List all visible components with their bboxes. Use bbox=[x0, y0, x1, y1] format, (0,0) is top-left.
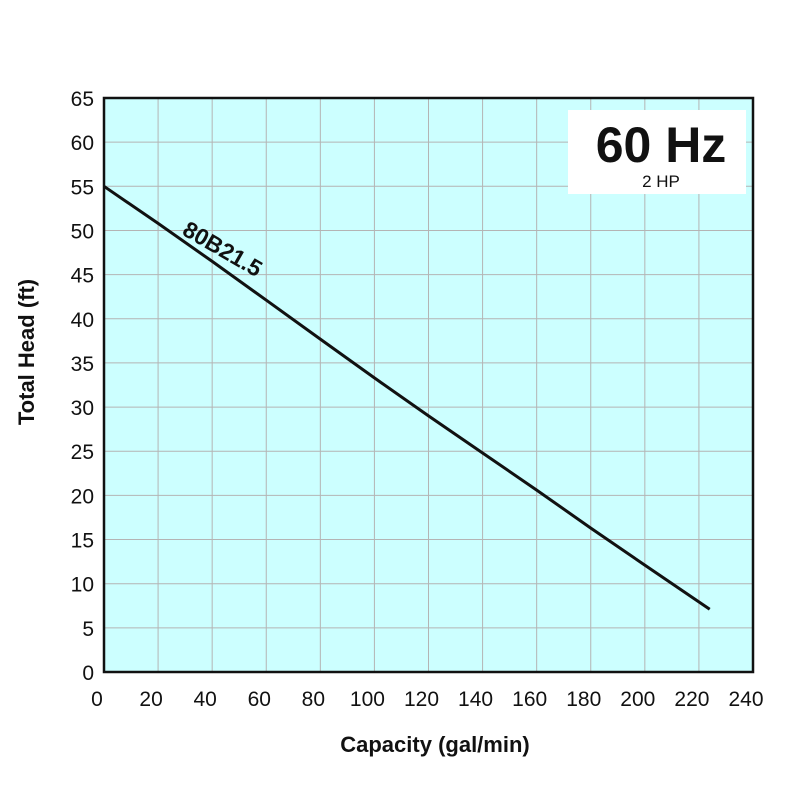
x-tick-label: 120 bbox=[404, 688, 439, 711]
x-tick-label: 160 bbox=[512, 688, 547, 711]
x-tick-label: 20 bbox=[139, 688, 162, 711]
x-tick-label: 200 bbox=[620, 688, 655, 711]
x-tick-labels: 0 20 40 60 80 100 120 140 160 180 200 220 240 bbox=[91, 688, 763, 711]
y-tick-label: 35 bbox=[71, 353, 94, 376]
frequency-label: 60 Hz bbox=[596, 117, 727, 173]
y-tick-label: 50 bbox=[71, 220, 94, 243]
x-tick-label: 140 bbox=[458, 688, 493, 711]
y-tick-label: 15 bbox=[71, 530, 94, 553]
y-tick-label: 60 bbox=[71, 132, 94, 155]
y-tick-label: 65 bbox=[71, 88, 94, 111]
power-label: 2 HP bbox=[642, 172, 680, 191]
x-tick-label: 40 bbox=[193, 688, 216, 711]
x-tick-label: 80 bbox=[302, 688, 325, 711]
y-tick-label: 20 bbox=[71, 485, 94, 508]
plot-frame bbox=[102, 96, 755, 674]
y-tick-label: 5 bbox=[82, 618, 94, 641]
x-axis-title: Capacity (gal/min) bbox=[340, 732, 529, 757]
x-tick-label: 0 bbox=[91, 688, 103, 711]
x-tick-label: 220 bbox=[674, 688, 709, 711]
y-tick-label: 55 bbox=[71, 176, 94, 199]
y-tick-labels: 0 5 10 15 20 25 30 35 40 45 50 55 60 65 bbox=[71, 88, 94, 685]
y-tick-label: 25 bbox=[71, 441, 94, 464]
x-tick-label: 100 bbox=[350, 688, 385, 711]
x-tick-label: 180 bbox=[566, 688, 601, 711]
x-tick-label: 240 bbox=[728, 688, 763, 711]
y-tick-label: 45 bbox=[71, 265, 94, 288]
y-tick-label: 30 bbox=[71, 397, 94, 420]
x-tick-label: 60 bbox=[248, 688, 271, 711]
series-line bbox=[103, 185, 711, 611]
y-tick-label: 10 bbox=[71, 574, 94, 597]
y-tick-label: 0 bbox=[82, 662, 94, 685]
y-axis-title: Total Head (ft) bbox=[14, 279, 39, 425]
annotation-box bbox=[568, 110, 746, 194]
y-tick-label: 40 bbox=[71, 309, 94, 332]
series-layer bbox=[103, 185, 711, 611]
